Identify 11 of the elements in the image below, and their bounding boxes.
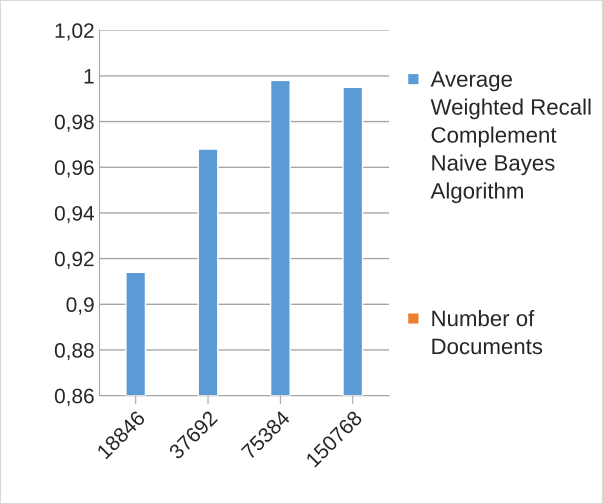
y-tick-label: 0,86	[54, 388, 94, 406]
y-tick-label: 1	[84, 69, 94, 84]
y-tick-label: 0,98	[54, 114, 94, 132]
y-tick-label: 0,92	[54, 252, 94, 269]
legend-label: Number of Documents	[432, 310, 542, 354]
legend-label: Average Weighted Recall Complement Naive Bayes Algorithm	[430, 71, 590, 204]
y-tick-label: 0,94	[54, 206, 94, 224]
y-tick-label: 0,88	[54, 342, 94, 360]
y-tick-label: 0,96	[54, 160, 94, 178]
y-tick-label: 1,02	[56, 23, 94, 40]
y-tick-label: 0,9	[66, 297, 94, 315]
